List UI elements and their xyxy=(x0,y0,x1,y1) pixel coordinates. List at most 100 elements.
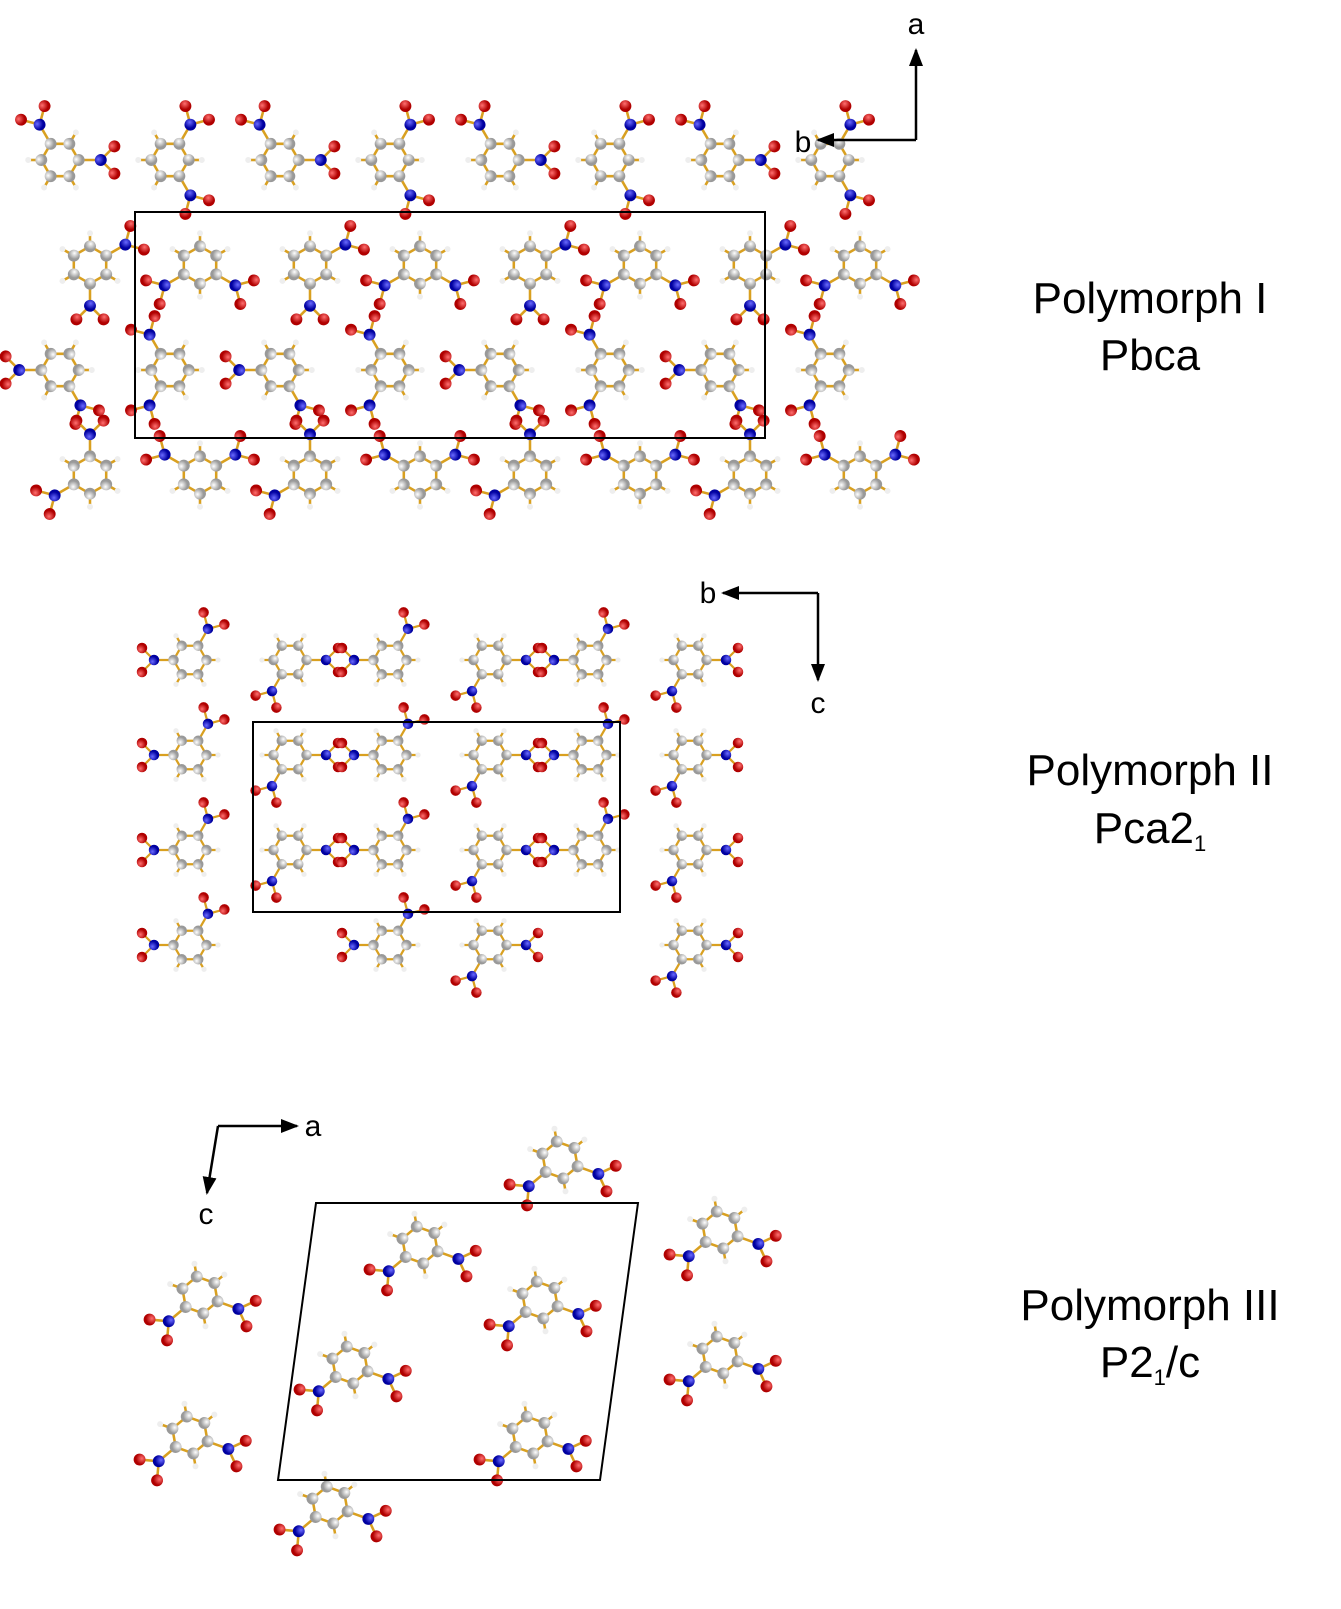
atom xyxy=(177,764,188,775)
atom xyxy=(667,876,678,887)
atom xyxy=(292,397,308,413)
atom xyxy=(244,156,252,164)
molecule xyxy=(572,393,708,524)
atom xyxy=(521,1400,529,1408)
atom xyxy=(768,1228,783,1243)
molecule xyxy=(657,1186,787,1307)
atom xyxy=(403,814,414,825)
atom xyxy=(858,156,866,164)
molecule xyxy=(137,702,230,782)
atom xyxy=(398,702,409,713)
axis-frame xyxy=(820,52,916,140)
atom xyxy=(66,476,82,492)
atom xyxy=(176,266,192,282)
atom xyxy=(868,248,884,264)
atom xyxy=(358,272,374,288)
atom xyxy=(337,643,348,654)
atom xyxy=(193,735,204,746)
atom xyxy=(742,448,758,464)
atom xyxy=(337,928,348,939)
atom xyxy=(677,640,688,651)
atom xyxy=(803,362,819,378)
atom xyxy=(701,682,706,687)
atom xyxy=(302,486,318,502)
polymorph-name: Polymorph I xyxy=(1033,274,1268,323)
atom xyxy=(198,797,209,808)
atom xyxy=(721,655,732,666)
molecule xyxy=(206,316,337,452)
atom xyxy=(636,439,644,447)
atom xyxy=(671,702,682,713)
atom xyxy=(537,833,548,844)
atom xyxy=(471,892,482,903)
atom xyxy=(593,136,609,152)
atom xyxy=(581,397,597,413)
atom xyxy=(483,378,499,394)
atom xyxy=(316,1350,324,1358)
atom xyxy=(638,156,646,164)
atom xyxy=(159,1333,174,1348)
atom xyxy=(746,229,754,237)
atom xyxy=(253,362,269,378)
molecules xyxy=(0,78,929,1582)
atom xyxy=(349,940,360,951)
atom xyxy=(551,1125,559,1133)
atom xyxy=(593,378,609,394)
atom xyxy=(86,503,94,511)
atom xyxy=(806,308,822,324)
atom xyxy=(673,823,678,828)
atom xyxy=(648,266,664,282)
atom xyxy=(677,859,688,870)
atom xyxy=(262,506,278,522)
atom xyxy=(693,152,709,168)
atom xyxy=(483,136,499,152)
atom xyxy=(259,657,264,662)
atom xyxy=(203,719,214,730)
atom xyxy=(711,1195,719,1203)
molecule xyxy=(477,1256,607,1377)
atom xyxy=(301,655,312,666)
atom xyxy=(277,859,288,870)
atom xyxy=(650,690,661,701)
atom xyxy=(201,192,217,208)
atom xyxy=(482,506,498,522)
atom xyxy=(401,845,412,856)
atom xyxy=(192,238,208,254)
atom xyxy=(693,735,704,746)
atom xyxy=(231,1301,246,1316)
atom xyxy=(361,327,377,343)
atom xyxy=(98,476,114,492)
atom xyxy=(501,682,506,687)
atom xyxy=(659,657,664,662)
atom xyxy=(522,238,538,254)
atom xyxy=(493,735,504,746)
atom xyxy=(782,218,798,234)
atom xyxy=(597,446,613,462)
atom xyxy=(852,486,868,502)
space-group-tail: /c xyxy=(1166,1338,1200,1387)
atom xyxy=(688,482,704,498)
atom xyxy=(468,845,479,856)
atom xyxy=(562,218,578,234)
atom xyxy=(601,845,612,856)
atom xyxy=(418,366,426,374)
atom xyxy=(453,112,469,128)
atom xyxy=(733,857,744,868)
atom xyxy=(82,276,98,292)
atom xyxy=(601,777,606,782)
atom xyxy=(856,293,864,301)
atom xyxy=(493,764,504,775)
atom xyxy=(393,669,404,680)
atom xyxy=(233,112,249,128)
atom xyxy=(308,366,316,374)
atom xyxy=(707,487,723,503)
atom xyxy=(542,1327,550,1335)
atom xyxy=(149,655,160,666)
atom xyxy=(301,682,306,687)
molecule xyxy=(650,633,743,713)
atom xyxy=(733,762,744,773)
atom xyxy=(852,276,868,292)
atom xyxy=(726,248,742,264)
atom xyxy=(662,1372,677,1387)
atom xyxy=(537,643,548,654)
